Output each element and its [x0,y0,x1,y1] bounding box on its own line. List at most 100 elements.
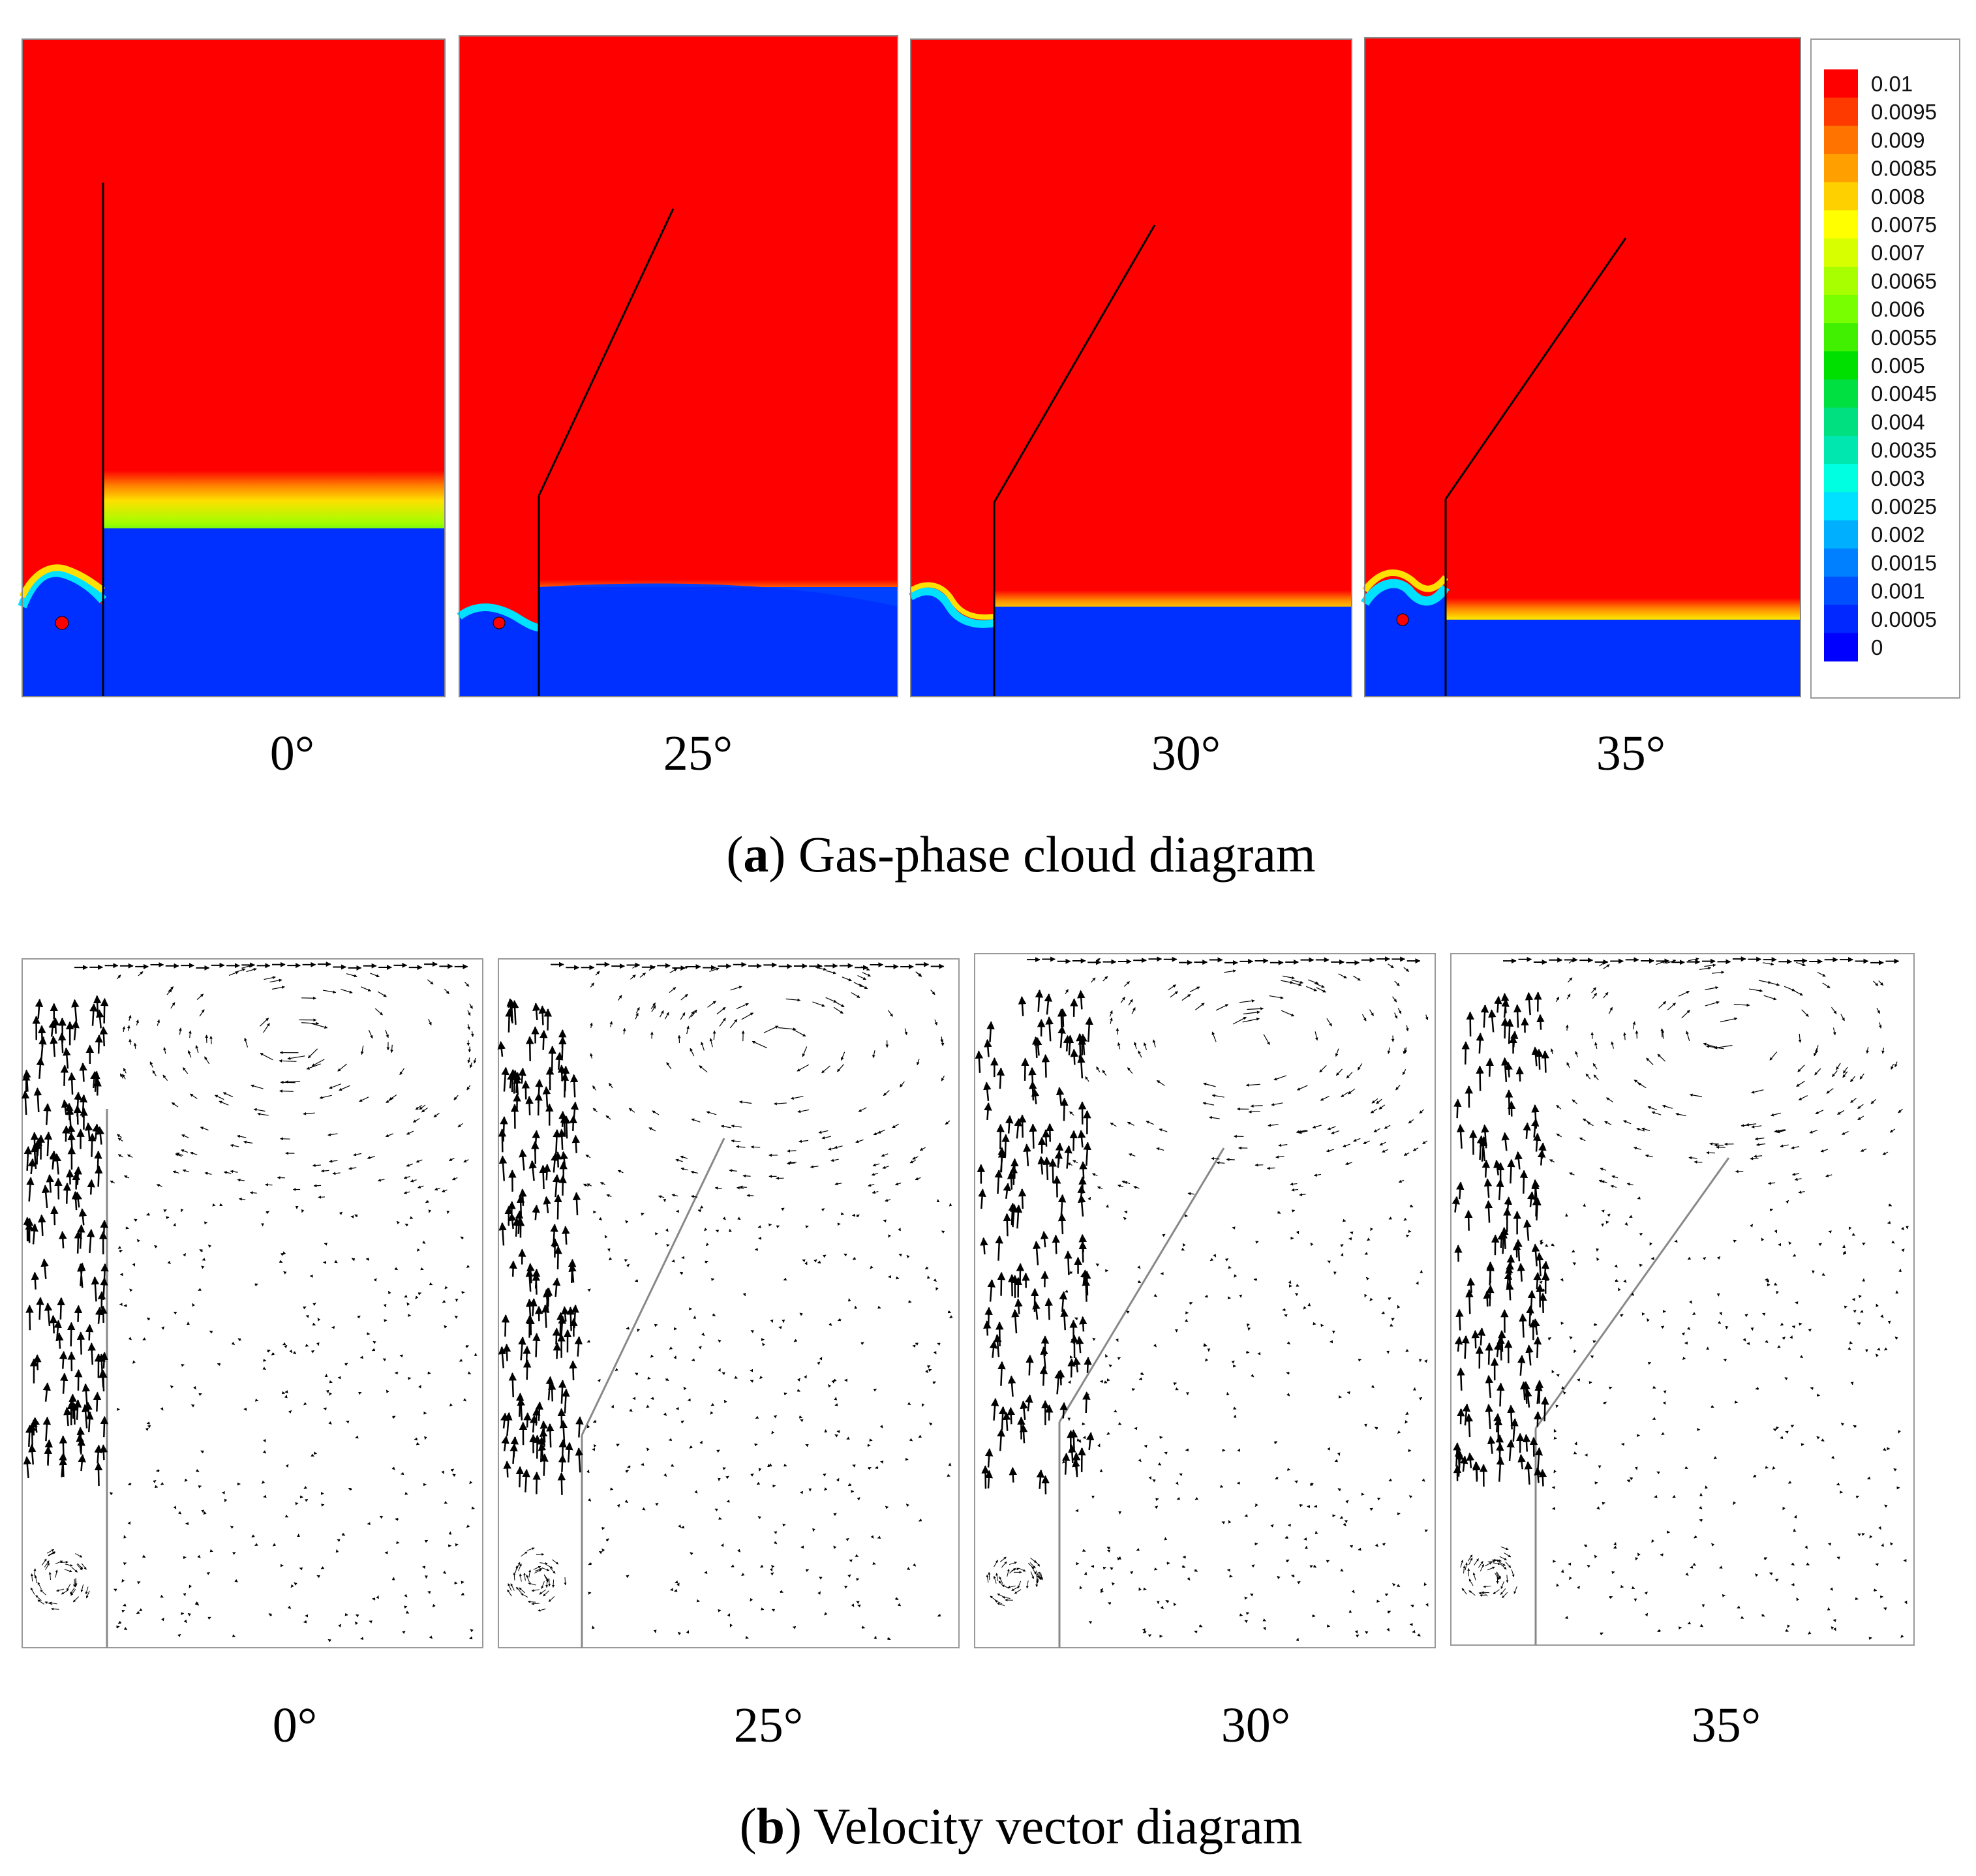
velocity-vector [160,1618,164,1622]
velocity-vector [466,1524,470,1528]
velocity-vector [883,1219,887,1223]
velocity-vector [306,1063,321,1070]
velocity-vector [204,1056,210,1065]
velocity-vector [133,1042,137,1049]
caption-b-text: Velocity vector diagram [813,1798,1302,1854]
velocity-vector [1574,1442,1577,1445]
velocity-vector [471,1506,475,1509]
velocity-vector [190,1151,198,1155]
velocity-vector [87,1132,97,1157]
velocity-vector [76,1564,83,1571]
velocity-vector [877,1536,881,1539]
velocity-vector [609,1257,613,1261]
velocity-vector [680,1012,686,1020]
velocity-vector [855,1139,864,1143]
velocity-vector [937,1342,941,1346]
velocity-vector [327,1133,338,1136]
velocity-vector [44,1302,53,1326]
velocity-vector [358,1391,362,1395]
velocity-vector [940,1036,944,1043]
velocity-vector [1084,1356,1092,1373]
velocity-vector [301,996,316,1000]
velocity-vector [460,1236,464,1240]
velocity-vector [197,1554,201,1558]
velocity-vector [93,995,102,1015]
velocity-vector [403,1175,410,1179]
velocity-vector [74,1305,83,1322]
legend-swatch [1824,97,1858,127]
velocity-vector [823,1254,827,1258]
velocity-vector [1102,1566,1106,1570]
velocity-vector [1801,1443,1804,1447]
velocity-vector [949,1315,953,1318]
velocity-vector [691,1118,701,1123]
velocity-vector [1138,1587,1142,1591]
velocity-vector [1003,1213,1012,1237]
velocity-vector [535,1078,543,1104]
velocity-vector [303,1306,307,1310]
velocity-vector [385,1133,394,1138]
velocity-vector [1517,1263,1525,1282]
legend-label: 0.007 [1871,241,1925,265]
velocity-vector [1061,1453,1071,1475]
velocity-vector [418,1292,422,1295]
velocity-vector [1654,1494,1658,1498]
velocity-vector [170,1385,174,1389]
velocity-vector [558,1380,567,1404]
velocity-vector [65,1102,74,1121]
velocity-vector [46,1173,54,1193]
vector-plot-0deg [21,958,483,1648]
velocity-vector [303,1485,307,1489]
velocity-vector [79,1062,87,1082]
velocity-vector [473,1057,477,1064]
velocity-vector [821,1208,825,1212]
velocity-vector [82,1383,91,1406]
velocity-vector [369,1620,372,1624]
velocity-vector [166,989,172,995]
velocity-vector [55,1560,63,1564]
velocity-vector [243,1140,253,1144]
velocity-vector [359,1355,364,1359]
velocity-vector [414,1437,418,1441]
velocity-vector [100,997,109,1024]
velocity-vector [61,1099,70,1115]
velocity-vector [1044,1297,1054,1320]
velocity-vector [650,1003,656,1009]
caption-b: (b) Velocity vector diagram [740,1798,1303,1854]
velocity-vector [40,1589,46,1596]
velocity-vector [160,1326,165,1330]
velocity-vector [251,1084,264,1089]
velocity-vector [136,1611,140,1614]
velocity-vector [1533,1336,1542,1358]
legend-swatch [1824,633,1858,662]
velocity-vector [321,1504,325,1507]
velocity-vector [418,1385,421,1389]
velocity-vector [146,1213,150,1216]
velocity-vector [845,1537,849,1541]
velocity-vector [692,1358,695,1361]
velocity-vector [1376,1498,1381,1501]
velocity-vector [731,1139,741,1143]
velocity-vector [257,1112,269,1116]
velocity-vector [48,1551,55,1556]
velocity-vector [725,1475,729,1479]
legend-swatch [1824,125,1858,155]
velocity-vector [1613,1545,1617,1549]
velocity-vector [605,1538,609,1542]
velocity-vector [1026,1354,1034,1376]
velocity-vector [1065,1035,1074,1055]
velocity-vector [1699,1505,1703,1509]
vector-plot-25deg [497,958,960,1648]
velocity-vector [63,1406,72,1427]
velocity-vector [121,1579,125,1582]
velocity-vector [699,1440,703,1444]
velocity-vector [834,1145,843,1149]
velocity-vector [290,1584,294,1588]
velocity-vector [75,1553,83,1558]
velocity-vector [223,1171,232,1174]
velocity-vector [412,1118,420,1123]
velocity-vector [311,1350,315,1354]
velocity-vector [1684,1466,1688,1470]
velocity-vector [1876,1303,1879,1307]
legend-swatch [1824,182,1858,211]
